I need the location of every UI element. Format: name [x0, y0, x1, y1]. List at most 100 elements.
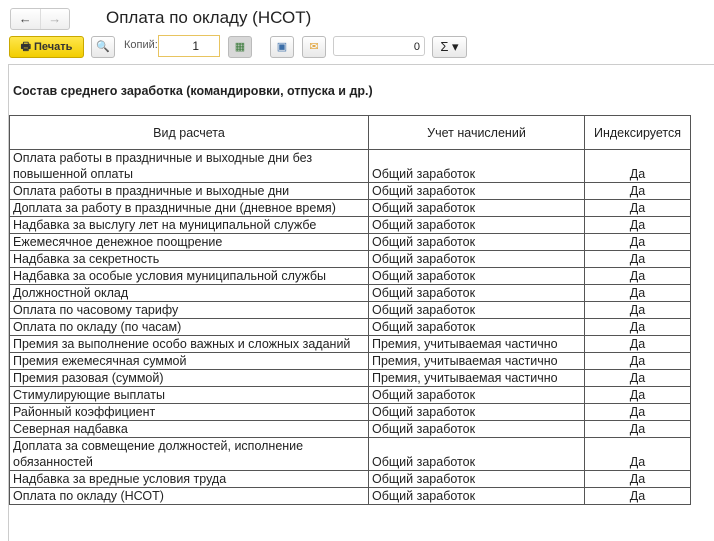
table-row: Премия разовая (суммой) Премия, учитываем… — [9, 369, 691, 387]
row-indexed: Да — [584, 403, 691, 421]
table-row: Премия за выполнение особо важных и слож… — [9, 335, 691, 353]
row-name: Доплата за работу в праздничные дни (дне… — [9, 199, 369, 217]
table-row: Надбавка за вредные условия труда Общий з… — [9, 470, 691, 488]
table-row: Надбавка за секретность Общий заработок Да — [9, 250, 691, 268]
row-indexed: Да — [584, 420, 691, 438]
table-row: Должностной оклад Общий заработок Да — [9, 284, 691, 302]
row-name: Северная надбавка — [9, 420, 369, 438]
row-indexed: Да — [584, 284, 691, 302]
table-row: Ежемесячное денежное поощрение Общий зара… — [9, 233, 691, 251]
save-icon: ▣ — [276, 41, 288, 53]
row-accounting: Общий заработок — [368, 437, 585, 471]
row-accounting: Премия, учитываемая частично — [368, 369, 585, 387]
row-name: Премия за выполнение особо важных и слож… — [9, 335, 369, 353]
row-indexed: Да — [584, 250, 691, 268]
edit-mode-button[interactable]: ▦ — [228, 36, 252, 58]
row-name: Надбавка за вредные условия труда — [9, 470, 369, 488]
row-accounting: Общий заработок — [368, 403, 585, 421]
preview-icon: 🔍 — [96, 41, 110, 53]
row-accounting: Общий заработок — [368, 216, 585, 234]
row-accounting: Общий заработок — [368, 250, 585, 268]
row-accounting: Общий заработок — [368, 284, 585, 302]
table-row: Надбавка за выслугу лет на муниципальной… — [9, 216, 691, 234]
row-name: Оплата работы в праздничные и выходные д… — [9, 149, 369, 183]
row-indexed: Да — [584, 386, 691, 404]
row-indexed: Да — [584, 182, 691, 200]
table-row: Оплата работы в праздничные и выходные д… — [9, 149, 691, 183]
table-row: Районный коэффициент Общий заработок Да — [9, 403, 691, 421]
copies-input[interactable]: 1 — [158, 35, 220, 57]
table-row: Премия ежемесячная суммой Премия, учитыва… — [9, 352, 691, 370]
row-accounting: Общий заработок — [368, 301, 585, 319]
table-row: Оплата по окладу (по часам) Общий заработ… — [9, 318, 691, 336]
page-title: Оплата по окладу (НСОТ) — [106, 8, 312, 27]
row-indexed: Да — [584, 335, 691, 353]
copies-label: Копий: — [124, 39, 158, 51]
row-accounting: Общий заработок — [368, 182, 585, 200]
row-name: Стимулирующие выплаты — [9, 386, 369, 404]
table-row: Стимулирующие выплаты Общий заработок Да — [9, 386, 691, 404]
table-row: Оплата по окладу (НСОТ) Общий заработок Да — [9, 487, 691, 505]
forward-button[interactable]: → — [39, 9, 70, 29]
row-name: Надбавка за особые условия муниципальной… — [9, 267, 369, 285]
row-name: Премия разовая (суммой) — [9, 369, 369, 387]
table-row: Доплата за работу в праздничные дни (дне… — [9, 199, 691, 217]
save-button[interactable]: ▣ — [270, 36, 294, 58]
row-accounting: Общий заработок — [368, 487, 585, 505]
table-row: Оплата работы в праздничные и выходные д… — [9, 182, 691, 200]
row-indexed: Да — [584, 301, 691, 319]
row-accounting: Премия, учитываемая частично — [368, 352, 585, 370]
col-header: Учет начислений — [368, 115, 585, 150]
row-accounting: Общий заработок — [368, 420, 585, 438]
envelope-icon: ✉ — [309, 41, 319, 53]
row-accounting: Общий заработок — [368, 386, 585, 404]
row-accounting: Общий заработок — [368, 470, 585, 488]
back-button[interactable]: ← — [18, 11, 32, 26]
sum-field: 0 — [333, 36, 425, 56]
row-indexed: Да — [584, 149, 691, 183]
sum-menu-button[interactable]: Σ ▾ — [432, 36, 467, 58]
table-row: Оплата по часовому тарифу Общий заработок… — [9, 301, 691, 319]
row-name: Оплата по окладу (по часам) — [9, 318, 369, 336]
row-indexed: Да — [584, 470, 691, 488]
table-row: Доплата за совмещение должностей, исполн… — [9, 437, 691, 471]
printer-icon: 🖶 — [20, 41, 35, 53]
row-accounting: Общий заработок — [368, 199, 585, 217]
row-name: Надбавка за секретность — [9, 250, 369, 268]
table-row: Северная надбавка Общий заработок Да — [9, 420, 691, 438]
col-header: Индексируется — [584, 115, 691, 150]
table-row: Надбавка за особые условия муниципальной… — [9, 267, 691, 285]
row-name: Районный коэффициент — [9, 403, 369, 421]
row-accounting: Премия, учитываемая частично — [368, 335, 585, 353]
row-name: Доплата за совмещение должностей, исполн… — [9, 437, 369, 471]
row-name: Оплата работы в праздничные и выходные д… — [9, 182, 369, 200]
row-indexed: Да — [584, 233, 691, 251]
nav-buttons: ← → — [10, 8, 70, 30]
edit-table-icon: ▦ — [234, 41, 246, 53]
report-table: Вид расчета Учет начислений Индексируетс… — [9, 115, 691, 505]
email-button[interactable]: ✉ — [302, 36, 326, 58]
row-name: Премия ежемесячная суммой — [9, 352, 369, 370]
row-indexed: Да — [584, 199, 691, 217]
row-accounting: Общий заработок — [368, 318, 585, 336]
row-accounting: Общий заработок — [368, 233, 585, 251]
row-name: Надбавка за выслугу лет на муниципальной… — [9, 216, 369, 234]
row-accounting: Общий заработок — [368, 149, 585, 183]
section-title: Состав среднего заработка (командировки,… — [13, 84, 373, 98]
row-indexed: Да — [584, 487, 691, 505]
report-sheet — [8, 64, 714, 541]
col-header: Вид расчета — [9, 115, 369, 150]
row-accounting: Общий заработок — [368, 267, 585, 285]
row-indexed: Да — [584, 437, 691, 471]
row-indexed: Да — [584, 216, 691, 234]
print-button[interactable]: 🖶 Печать — [9, 36, 84, 58]
row-name: Оплата по часовому тарифу — [9, 301, 369, 319]
row-name: Оплата по окладу (НСОТ) — [9, 487, 369, 505]
preview-button[interactable]: 🔍 — [91, 36, 115, 58]
row-indexed: Да — [584, 318, 691, 336]
row-indexed: Да — [584, 267, 691, 285]
row-indexed: Да — [584, 369, 691, 387]
row-name: Ежемесячное денежное поощрение — [9, 233, 369, 251]
row-indexed: Да — [584, 352, 691, 370]
row-name: Должностной оклад — [9, 284, 369, 302]
